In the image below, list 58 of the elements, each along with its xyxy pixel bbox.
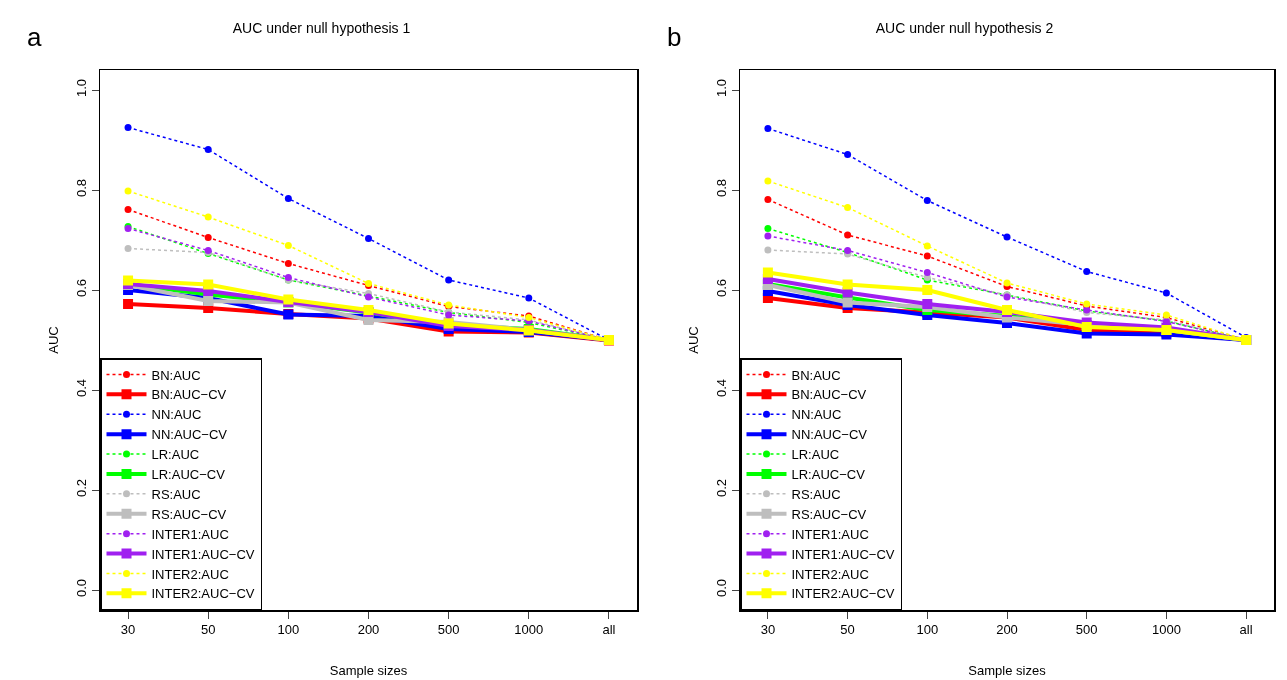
y-tick-label: 0.0 <box>714 579 730 598</box>
y-tick-label: 0.6 <box>714 279 730 298</box>
x-tick-label: 30 <box>760 622 776 638</box>
y-tick-label: 0.0 <box>74 579 90 598</box>
legend-label: LR:AUC−CV <box>151 467 226 483</box>
x-axis-title: Sample sizes <box>968 663 1047 679</box>
text: a <box>27 22 42 52</box>
y-tick-label: 1.0 <box>74 79 90 98</box>
y-tick-label: 0.6 <box>74 279 90 298</box>
x-tick-label: 100 <box>916 622 939 638</box>
legend-label: INTER1:AUC−CV <box>151 546 255 562</box>
legend-label: LR:AUC <box>151 447 200 463</box>
chart-title: AUC under null hypothesis 2 <box>875 19 1054 36</box>
legend-label: INTER2:AUC <box>791 566 869 582</box>
y-axis-title: AUC <box>686 326 702 354</box>
legend-label: INTER1:AUC−CV <box>791 546 895 562</box>
y-axis-title: AUC <box>46 326 62 354</box>
x-tick-label: all <box>602 622 616 638</box>
legend-label: RS:AUC−CV <box>151 506 227 522</box>
legend-label: NN:AUC <box>791 407 842 423</box>
x-tick-label: all <box>1239 622 1253 638</box>
x-tick-label: 100 <box>277 622 300 638</box>
x-axis-title: Sample sizes <box>329 663 408 679</box>
y-tick-label: 0.2 <box>74 479 90 498</box>
legend-label: INTER2:AUC <box>151 566 229 582</box>
legend-label: BN:AUC <box>791 367 841 383</box>
legend-label: INTER1:AUC <box>151 526 229 542</box>
text: b <box>667 22 682 52</box>
legend-label: LR:AUC <box>791 447 840 463</box>
legend-label: INTER2:AUC−CV <box>151 586 255 602</box>
y-tick-label: 0.4 <box>714 379 730 398</box>
legend-label: RS:AUC <box>791 486 841 502</box>
legend-label: INTER1:AUC <box>791 526 869 542</box>
legend-label: NN:AUC−CV <box>791 427 868 443</box>
x-tick-label: 1000 <box>1151 622 1181 638</box>
y-tick-label: 1.0 <box>714 79 730 98</box>
y-tick-label: 0.8 <box>74 179 90 198</box>
legend-label: RS:AUC <box>151 486 201 502</box>
y-tick-label: 0.4 <box>74 379 90 398</box>
x-tick-label: 200 <box>996 622 1018 638</box>
y-tick-label: 0.2 <box>714 479 730 498</box>
legend-label: BN:AUC <box>151 367 201 383</box>
x-tick-label: 500 <box>437 622 460 638</box>
legend-label: INTER2:AUC−CV <box>791 586 895 602</box>
x-tick-label: 50 <box>200 622 216 638</box>
legend-label: NN:AUC−CV <box>151 427 228 443</box>
chart-title: AUC under null hypothesis 1 <box>232 19 411 36</box>
x-tick-label: 500 <box>1075 622 1098 638</box>
x-tick-label: 200 <box>357 622 380 638</box>
legend-label: RS:AUC−CV <box>791 506 867 522</box>
legend-label: BN:AUC−CV <box>151 387 227 403</box>
x-tick-label: 1000 <box>514 622 544 638</box>
x-tick-label: 30 <box>120 622 136 638</box>
legend-label: NN:AUC <box>151 407 202 423</box>
y-tick-label: 0.8 <box>714 179 730 198</box>
legend-label: LR:AUC−CV <box>791 467 866 483</box>
legend-label: BN:AUC−CV <box>791 387 867 403</box>
x-tick-label: 50 <box>840 622 855 638</box>
